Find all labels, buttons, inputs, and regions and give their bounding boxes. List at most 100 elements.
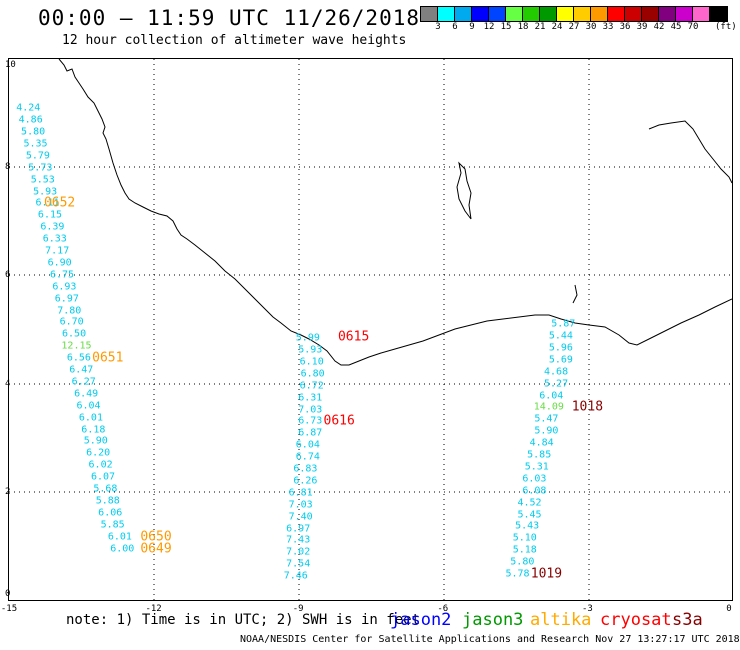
swh-value: 6.04 (76, 400, 101, 412)
swh-value: 7.80 (57, 305, 82, 317)
swh-value: 6.49 (74, 388, 99, 400)
color-swatch (693, 7, 710, 21)
legend-jason2: jason2 (390, 610, 452, 630)
swh-value: 6.87 (298, 427, 323, 439)
legend-cryosat: cryosat (600, 610, 672, 630)
color-swatch (489, 7, 506, 21)
swh-value: 4.84 (529, 437, 554, 449)
color-swatch (472, 7, 489, 21)
swh-value: 6.08 (522, 485, 547, 497)
pass-time-label: 0615 (337, 329, 370, 345)
color-scale-tick: 36 (619, 22, 631, 32)
color-swatch (421, 7, 438, 21)
swh-value: 14.09 (533, 401, 564, 413)
swh-value: 5.31 (524, 461, 549, 473)
color-scale-tick: 24 (551, 22, 563, 32)
x-tick-label: -15 (0, 604, 18, 614)
swh-value: 5.80 (21, 126, 46, 138)
swh-value: 5.99 (295, 332, 320, 344)
legend-altika: altika (530, 610, 592, 630)
swh-value: 12.15 (61, 340, 92, 352)
swh-value: 5.80 (510, 556, 535, 568)
swh-value: 6.56 (66, 352, 91, 364)
color-swatch (642, 7, 659, 21)
x-tick-label: -12 (145, 604, 162, 614)
color-scale-tick: 6 (452, 22, 458, 32)
swh-value: 7.17 (45, 245, 70, 257)
color-scale-tick: 33 (602, 22, 614, 32)
swh-value: 5.93 (298, 344, 323, 356)
swh-value: 5.78 (505, 568, 530, 580)
swh-value: 6.33 (42, 233, 67, 245)
swh-value: 7.54 (286, 558, 311, 570)
swh-value: 6.03 (522, 473, 547, 485)
color-scale-tick: 15 (500, 22, 512, 32)
swh-value: 6.04 (295, 439, 320, 451)
swh-value: 6.15 (37, 209, 63, 221)
swh-value: 5.47 (534, 413, 559, 425)
y-tick-label: 10 (5, 60, 16, 70)
swh-value: 6.93 (52, 281, 77, 293)
swh-value: 6.83 (293, 463, 318, 475)
swh-value: 5.18 (512, 544, 537, 556)
swh-value: 5.10 (512, 532, 537, 544)
swh-value: 6.06 (98, 507, 123, 519)
swh-value: 4.52 (517, 497, 542, 509)
color-swatch (557, 7, 574, 21)
pass-time-label: 0652 (43, 195, 76, 211)
swh-value: 6.75 (49, 269, 75, 281)
swh-value: 6.73 (298, 415, 323, 427)
swh-value: 5.45 (517, 509, 542, 521)
map-canvas (9, 59, 732, 600)
map-subtitle: 12 hour collection of altimeter wave hei… (62, 33, 407, 48)
swh-value: 7.40 (288, 511, 313, 523)
grid-lines (9, 59, 732, 600)
swh-value: 6.20 (86, 447, 111, 459)
x-tick-label: -9 (292, 604, 304, 614)
swh-value: 7.46 (283, 570, 308, 582)
map-title: 00:00 – 11:59 UTC 11/26/2018 (38, 6, 421, 30)
swh-value: 5.73 (28, 162, 53, 174)
pass-time-label: 1019 (530, 566, 563, 582)
color-scale-tick: 70 (687, 22, 699, 32)
swh-value: 6.26 (293, 475, 318, 487)
color-scale-tick: 12 (483, 22, 495, 32)
swh-value: 7.02 (286, 546, 311, 558)
color-swatch (591, 7, 608, 21)
pass-time-label: 0651 (92, 350, 124, 366)
swh-value: 5.90 (534, 425, 559, 437)
swh-value: 6.50 (62, 328, 87, 340)
coastline-fragment-northeast (648, 120, 732, 184)
x-tick-label: -3 (581, 604, 593, 614)
color-swatch (506, 7, 523, 21)
swh-value: 6.02 (88, 459, 113, 471)
color-scale-tick: 3 (435, 22, 441, 32)
swh-value: 5.44 (548, 330, 573, 342)
pass-time-label: 0649 (140, 541, 172, 557)
color-scale-unit: (ft) (715, 22, 737, 32)
swh-value: 6.07 (90, 471, 116, 483)
swh-value: 6.31 (298, 392, 323, 404)
pass-time-label: 0650 (140, 529, 172, 545)
color-swatch (523, 7, 540, 21)
swh-value: 6.72 (299, 380, 324, 392)
color-scale-tick: 39 (636, 22, 648, 32)
swh-value: 4.24 (16, 102, 41, 114)
swh-value: 6.27 (71, 376, 96, 388)
color-swatch (574, 7, 591, 21)
legend-jason3: jason3 (462, 610, 524, 630)
swh-value: 6.10 (299, 356, 324, 368)
swh-value: 5.85 (100, 519, 125, 531)
color-swatch (608, 7, 625, 21)
swh-value: 7.43 (286, 534, 311, 546)
color-scale-tick: 9 (469, 22, 475, 32)
swh-value: 6.90 (47, 257, 72, 269)
swh-value: 5.79 (25, 150, 50, 162)
swh-value: 5.88 (95, 495, 120, 507)
x-tick-label: 0 (726, 604, 732, 614)
color-scale-tick: 45 (670, 22, 682, 32)
color-swatch (625, 7, 642, 21)
coastline-fragment-cape (456, 161, 472, 220)
swh-value: 7.03 (298, 404, 323, 416)
swh-value: 6.74 (295, 451, 320, 463)
